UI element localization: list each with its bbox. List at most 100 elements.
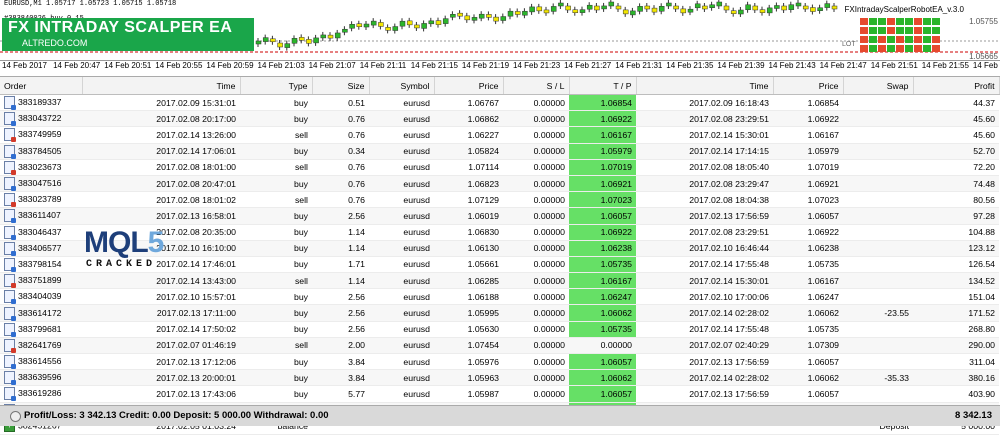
candle-body bbox=[464, 15, 471, 21]
candle-body bbox=[644, 5, 651, 10]
candle-body bbox=[507, 10, 514, 17]
table-cell: 1.06167 bbox=[773, 126, 843, 144]
price-scale-low: 1.05665 bbox=[969, 52, 998, 61]
table-cell: 5.77 bbox=[312, 385, 369, 403]
candle-body bbox=[543, 9, 550, 14]
table-cell: 2017.02.10 15:57:01 bbox=[82, 288, 240, 306]
time-axis-tick: 14 Feb 21:59 bbox=[972, 61, 1000, 70]
buy-order-icon bbox=[4, 257, 16, 272]
column-header[interactable]: Order bbox=[0, 77, 83, 95]
table-row[interactable]: 383406577 2017.02.10 16:10:00 buy 1.14 eurus… bbox=[0, 240, 999, 257]
order-cell: 383614172 bbox=[0, 304, 82, 322]
buy-order-icon bbox=[4, 241, 16, 256]
table-cell: 45.60 bbox=[913, 126, 999, 144]
table-row[interactable]: 383639596 2017.02.13 20:00:01 buy 3.84 eurus… bbox=[0, 369, 999, 387]
order-number: 383046437 bbox=[18, 226, 62, 237]
table-row[interactable]: 382641769 2017.02.07 01:46:19 sell 2.00 euru… bbox=[0, 337, 999, 355]
table-row[interactable]: 383798154 2017.02.14 17:46:01 buy 1.71 eurus… bbox=[0, 256, 999, 274]
table-cell: eurusd bbox=[369, 321, 434, 338]
table-cell: 1.06057 bbox=[773, 207, 843, 225]
candle-body bbox=[594, 5, 600, 11]
column-header[interactable]: Profit bbox=[913, 77, 1000, 95]
table-cell: 0.00000 bbox=[503, 159, 569, 176]
table-row[interactable]: 383614172 2017.02.13 17:11:00 buy 2.56 eurus… bbox=[0, 304, 999, 322]
price-chart[interactable]: EURUSD,M1 1.05717 1.05723 1.05715 1.0571… bbox=[0, 0, 1000, 61]
column-header[interactable]: Symbol bbox=[369, 77, 435, 95]
table-cell: 2017.02.08 23:29:51 bbox=[636, 110, 773, 128]
table-row[interactable]: 383189337 2017.02.09 15:31:01 buy 0.51 eurus… bbox=[0, 94, 999, 112]
table-row[interactable]: 383046437 2017.02.08 20:35:00 buy 1.14 eurus… bbox=[0, 224, 999, 241]
candle-body bbox=[457, 12, 463, 17]
time-axis: 14 Feb 2017 14 Feb 20:47 14 Feb 20:51 14 Fe… bbox=[0, 60, 1000, 73]
signal-panel-cell bbox=[914, 18, 922, 25]
candle-body bbox=[313, 37, 319, 44]
table-cell: 1.07114 bbox=[434, 159, 503, 176]
table-cell: 1.07309 bbox=[773, 337, 843, 355]
candle-body bbox=[406, 20, 413, 26]
table-cell bbox=[843, 385, 913, 403]
table-cell: 44.37 bbox=[913, 94, 999, 112]
table-cell: eurusd bbox=[369, 207, 434, 225]
table-row[interactable]: 383749959 2017.02.14 13:26:00 sell 0.76 euru… bbox=[0, 126, 999, 144]
table-cell: 1.14 bbox=[312, 240, 369, 257]
table-cell: eurusd bbox=[369, 256, 434, 274]
buy-order-icon bbox=[4, 112, 16, 126]
table-row[interactable]: 383784505 2017.02.14 17:06:01 buy 0.34 eurus… bbox=[0, 143, 999, 160]
table-row[interactable]: 383404039 2017.02.10 15:57:01 buy 2.56 eurus… bbox=[0, 288, 999, 306]
column-header[interactable]: Time bbox=[636, 77, 774, 95]
table-cell: 1.07019 bbox=[773, 159, 843, 176]
candle-body bbox=[255, 40, 262, 45]
time-axis-tick: 14 Feb 21:11 bbox=[359, 61, 407, 70]
table-row[interactable]: 383023673 2017.02.08 18:01:00 sell 0.76 euru… bbox=[0, 159, 999, 176]
table-row[interactable]: 383611407 2017.02.13 16:58:01 buy 2.56 eurus… bbox=[0, 207, 999, 225]
table-cell: buy bbox=[240, 207, 312, 225]
table-cell: 80.56 bbox=[913, 191, 999, 209]
column-header[interactable]: Size bbox=[312, 77, 370, 95]
table-cell: 1.06247 bbox=[773, 288, 843, 306]
table-cell: 0.76 bbox=[312, 110, 369, 128]
candle-body bbox=[615, 5, 622, 10]
candle-body bbox=[658, 6, 665, 12]
table-row[interactable]: 383047516 2017.02.08 20:47:01 buy 0.76 eurus… bbox=[0, 175, 999, 193]
order-number: 383749959 bbox=[18, 129, 62, 140]
column-header[interactable]: Type bbox=[240, 77, 313, 95]
column-header[interactable]: Time bbox=[82, 77, 241, 95]
table-cell: 1.06057 bbox=[569, 207, 636, 225]
table-cell: 1.06238 bbox=[569, 240, 636, 257]
order-number: 383751899 bbox=[18, 274, 62, 285]
signal-panel-cell bbox=[905, 45, 913, 52]
table-cell: 0.76 bbox=[312, 175, 369, 193]
summary-total: 8 342.13 bbox=[955, 410, 992, 421]
table-row[interactable]: 383799681 2017.02.14 17:50:02 buy 2.56 eurus… bbox=[0, 321, 999, 338]
buy-order-icon bbox=[4, 144, 16, 159]
table-cell: 1.05735 bbox=[773, 321, 843, 338]
candle-body bbox=[342, 28, 348, 33]
table-cell: sell bbox=[240, 272, 312, 290]
column-header[interactable]: Swap bbox=[843, 77, 914, 95]
table-row[interactable]: 383614556 2017.02.13 17:12:06 buy 3.84 eurus… bbox=[0, 353, 999, 371]
table-cell: 1.07454 bbox=[434, 337, 503, 355]
table-cell: 2017.02.09 16:18:43 bbox=[636, 94, 773, 112]
table-cell bbox=[843, 207, 913, 225]
column-header[interactable]: Price bbox=[434, 77, 504, 95]
signal-panel-cell bbox=[887, 18, 895, 25]
column-header[interactable]: S / L bbox=[503, 77, 570, 95]
table-cell: 1.71 bbox=[312, 256, 369, 274]
signal-panel-cell bbox=[905, 36, 913, 43]
table-row[interactable]: 383023789 2017.02.08 18:01:02 sell 0.76 euru… bbox=[0, 191, 999, 209]
table-cell: 1.06057 bbox=[773, 353, 843, 371]
order-cell: 383404039 bbox=[0, 288, 82, 306]
signal-panel-cell bbox=[887, 27, 895, 34]
order-cell: 383619286 bbox=[0, 385, 82, 403]
signal-panel-cell bbox=[923, 18, 931, 25]
table-cell: 1.06854 bbox=[773, 94, 843, 112]
table-cell: 268.80 bbox=[913, 321, 999, 338]
order-cell: 383406577 bbox=[0, 240, 82, 257]
column-header[interactable]: Price bbox=[773, 77, 844, 95]
price-scale-high: 1.05755 bbox=[969, 17, 998, 26]
table-row[interactable]: 383043722 2017.02.08 20:17:00 buy 0.76 eurus… bbox=[0, 110, 999, 128]
table-row[interactable]: 383751899 2017.02.14 13:43:00 sell 1.14 euru… bbox=[0, 272, 999, 290]
table-cell: 0.00000 bbox=[503, 94, 569, 112]
table-row[interactable]: 383619286 2017.02.13 17:43:06 buy 5.77 eurus… bbox=[0, 385, 999, 403]
column-header[interactable]: T / P bbox=[569, 77, 637, 95]
